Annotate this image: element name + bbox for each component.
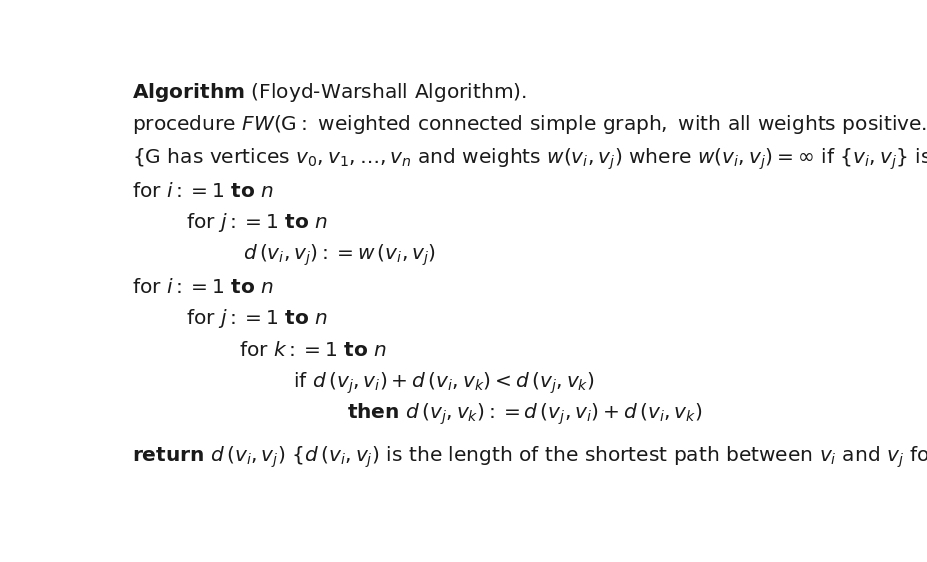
Text: $\mathrm{\{G\ has\ vertices\ }v_0, v_1, \ldots, v_n\mathrm{\ and\ weights\ }w(v_: $\mathrm{\{G\ has\ vertices\ }v_0, v_1, … [132, 146, 927, 172]
Text: $\mathrm{for\ }k := 1\ \mathbf{to}\ n$: $\mathrm{for\ }k := 1\ \mathbf{to}\ n$ [239, 341, 387, 360]
Text: $\mathbf{return}\ d\,(v_i, v_j)\ \mathrm{\{} d\,(v_i, v_j)\mathrm{\ is\ the\ len: $\mathbf{return}\ d\,(v_i, v_j)\ \mathrm… [132, 444, 927, 469]
Text: $\mathbf{then}\ d\,(v_j, v_k) := d\,(v_j, v_i) + d\,(v_i, v_k)$: $\mathbf{then}\ d\,(v_j, v_k) := d\,(v_j… [348, 402, 703, 427]
Text: $d\,(v_i, v_j) := w\,(v_i, v_j)$: $d\,(v_i, v_j) := w\,(v_i, v_j)$ [243, 242, 436, 268]
Text: $\mathrm{procedure\ }\mathit{FW}\mathrm{(G:\ weighted\ connected\ simple\ graph,: $\mathrm{procedure\ }\mathit{FW}\mathrm{… [132, 113, 927, 136]
Text: $\mathrm{for\ }j := 1\ \mathbf{to}\ n$: $\mathrm{for\ }j := 1\ \mathbf{to}\ n$ [185, 307, 327, 330]
Text: $\mathrm{for\ }i := 1\ \mathbf{to}\ n$: $\mathrm{for\ }i := 1\ \mathbf{to}\ n$ [132, 182, 273, 201]
Text: $\mathrm{for\ }j := 1\ \mathbf{to}\ n$: $\mathrm{for\ }j := 1\ \mathbf{to}\ n$ [185, 211, 327, 234]
Text: $\mathbf{Algorithm}\mathrm{\ (Floyd\text{-}Warshall\ Algorithm).}$: $\mathbf{Algorithm}\mathrm{\ (Floyd\text… [132, 81, 527, 104]
Text: $\mathrm{for\ }i := 1\ \mathbf{to}\ n$: $\mathrm{for\ }i := 1\ \mathbf{to}\ n$ [132, 278, 273, 297]
Text: $\mathrm{if\ }d\,(v_j, v_i) + d\,(v_i, v_k) < d\,(v_j, v_k)$: $\mathrm{if\ }d\,(v_j, v_i) + d\,(v_i, v… [293, 370, 595, 396]
